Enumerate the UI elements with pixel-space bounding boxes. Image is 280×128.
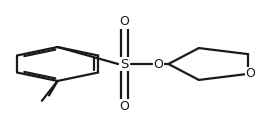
Text: O: O: [153, 57, 164, 71]
Text: O: O: [120, 15, 129, 28]
Text: O: O: [120, 100, 129, 113]
Text: S: S: [120, 57, 129, 71]
Text: O: O: [246, 67, 255, 80]
